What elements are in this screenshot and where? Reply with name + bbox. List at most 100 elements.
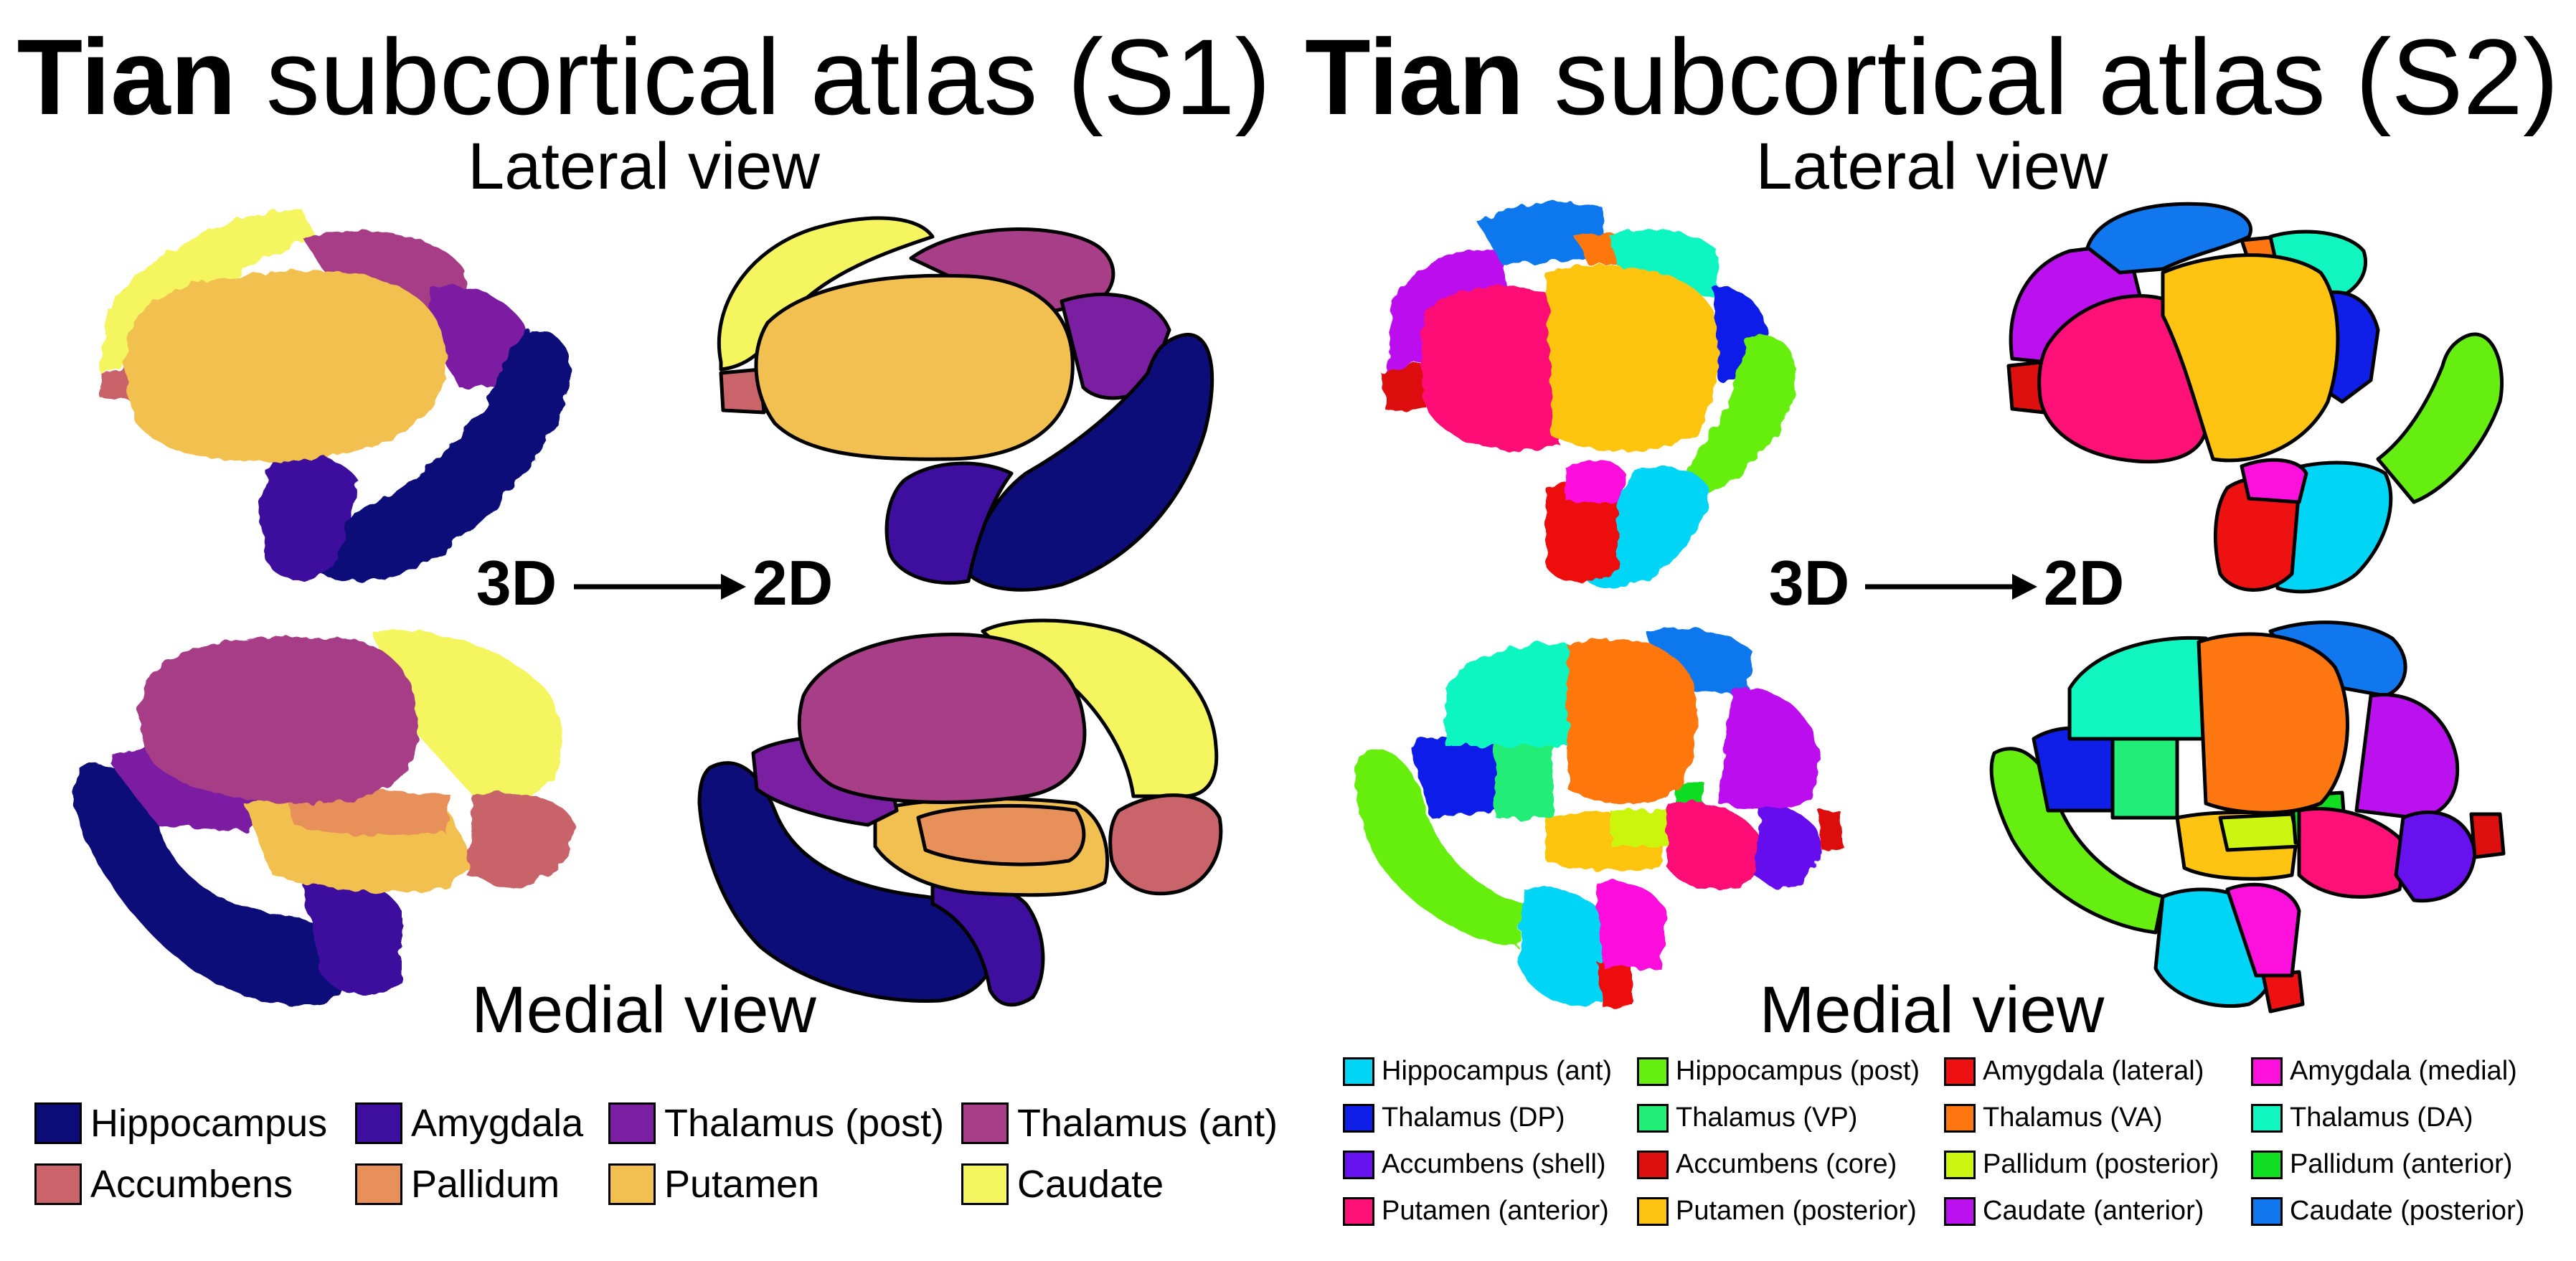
s2-3d-lateral [1381,202,1796,589]
s2-3d-med-hip-post [1356,749,1524,947]
s2-legend-item: Pallidum (posterior) [1944,1149,2219,1180]
s2-legend-swatch [1944,1150,1976,1179]
s1-3d-lat-hippocampus [308,330,572,582]
s2-legend-item: Caudate (posterior) [2251,1196,2524,1227]
s2-2d-med-thal-va [2197,632,2349,815]
s1-legend: Hippocampus Amygdala Thalamus (post) Tha… [34,1101,1278,1206]
s1-3d-lat-amygdala [258,453,359,581]
s2-legend-swatch [2251,1057,2283,1086]
s2-legend-swatch [1637,1196,1669,1226]
s1-legend-item: Thalamus (post) [608,1101,944,1146]
s2-lateral-view-label: Lateral view [1755,130,2108,203]
s1-2d-lateral [717,216,1214,592]
s2-diagram: 3D 2D [1356,202,2506,1014]
s1-legend-item: Thalamus (ant) [961,1101,1278,1146]
s1-2d-lat-putamen [754,273,1075,461]
s1-3d-med-accumbens [466,793,575,889]
s1-legend-swatch [961,1102,1009,1144]
s1-legend-item: Putamen [608,1162,819,1206]
s2-legend-label: Hippocampus (post) [1676,1056,1920,1086]
s2-3d-medial [1356,628,1844,1008]
s2-2d-med-amy-med [2225,882,2301,978]
s1-2d-med-accumbens [1108,793,1223,896]
s2-legend-item: Accumbens (core) [1637,1149,1897,1180]
s1-legend-swatch [961,1163,1009,1205]
s2-legend-item: Hippocampus (post) [1637,1056,1920,1087]
s1-3d-label: 3D [476,547,557,618]
s1-2d-lat-amygdala [884,461,1014,585]
s2-legend-swatch [2251,1196,2283,1226]
s2-arrow-head [2012,574,2037,600]
s2-legend-label: Caudate (anterior) [1983,1196,2204,1226]
panel-s2: Tian subcortical atlas (S2) Lateral view… [1288,0,2576,1261]
s2-2d-lat-put-post [2161,253,2340,463]
s1-legend-item: Hippocampus [34,1101,327,1146]
s2-2d-med-acc-core [2469,812,2506,859]
s2-legend-item: Putamen (anterior) [1343,1196,1609,1227]
s2-legend-label: Thalamus (VA) [1983,1102,2163,1133]
s2-3d-med-thal-vp [1496,746,1553,818]
s1-2d-lat-accumbens [719,367,766,415]
s1-legend-label: Thalamus (ant) [1017,1102,1278,1145]
s2-title-rest: subcortical atlas (S2) [1554,16,2559,137]
s2-3d-lat-amy-med [1564,460,1625,502]
s2-legend: Hippocampus (ant) Hippocampus (post) Amy… [1288,0,2576,1261]
s2-title-bold: Tian [1305,16,1524,137]
s2-legend-label: Amygdala (medial) [2290,1056,2517,1086]
s2-legend-swatch [1343,1196,1374,1226]
s1-legend-label: Caudate [1017,1163,1164,1206]
s1-3d-med-amygdala [301,877,402,996]
s1-legend-label: Pallidum [411,1163,560,1206]
s2-legend-swatch [1637,1150,1669,1179]
s1-3d-med-caudate [373,630,563,796]
s2-2d-lat-put-ant [2037,294,2208,464]
s1-2d-label: 2D [752,547,834,618]
s2-legend-label: Amygdala (lateral) [1983,1056,2204,1086]
s1-3d-lat-putamen [126,270,446,462]
s2-3d-med-pall-post [1610,811,1675,846]
s2-3d-med-put-ant [1668,801,1761,890]
s2-2d-lat-hip-post [2376,332,2504,504]
s2-legend-label: Accumbens (core) [1676,1149,1897,1179]
s1-legend-swatch [355,1163,402,1205]
s1-3d-medial [72,630,575,1006]
s2-legend-label: Caudate (posterior) [2290,1196,2525,1226]
s1-legend-item: Accumbens [34,1162,293,1206]
s2-3d-lat-amy-lat [1546,480,1618,583]
s2-2d-lateral [2006,202,2504,594]
s2-legend-item: Caudate (anterior) [1944,1196,2204,1227]
s2-legend-swatch [1637,1103,1669,1133]
s1-legend-label: Putamen [664,1163,820,1206]
s1-title-bold: Tian [16,16,237,137]
s2-legend-item: Amygdala (lateral) [1944,1056,2204,1087]
s2-3d-lat-hip-post [1682,334,1796,495]
s1-legend-swatch [355,1102,402,1144]
s2-3d-lat-put-ant [1420,285,1560,450]
s2-3d-lat-put-post [1546,265,1718,451]
s1-lateral-view-label: Lateral view [468,130,820,203]
s1-legend-item: Pallidum [355,1162,560,1206]
s1-2d-lat-thal-post [1060,292,1171,400]
s2-legend-item: Thalamus (VA) [1944,1102,2163,1133]
s1-3d-med-hippocampus [72,763,354,1006]
s2-legend-swatch [1343,1103,1374,1133]
s1-legend-label: Hippocampus [90,1102,328,1145]
s2-legend-swatch [1637,1057,1669,1086]
s2-legend-label: Putamen (posterior) [1676,1196,1917,1226]
s1-2d-lat-hippocampus [966,333,1214,592]
s2-legend-item: Putamen (posterior) [1637,1196,1917,1227]
s2-legend-label: Thalamus (VP) [1676,1102,1858,1133]
s1-2d-lat-thal-ant [909,227,1115,318]
s2-3d-med-caudate-ant [1718,687,1819,814]
s1-2d-med-thal-ant [797,632,1087,804]
s2-3d-med-acc-shell [1754,808,1822,889]
s1-legend-item: Caudate [961,1162,1164,1206]
s2-legend-item: Pallidum (anterior) [2251,1149,2512,1180]
s2-2d-label: 2D [2044,547,2125,618]
s2-3d-med-amy-lat [1596,961,1632,1008]
s2-3d-med-thal-da [1445,643,1575,746]
s2-3d-med-acc-core [1818,811,1844,850]
s2-3d-lat-acc-core [1381,362,1428,412]
s1-legend-item: Amygdala [355,1101,583,1146]
s2-3d-lat-caudate-post [1478,202,1603,265]
